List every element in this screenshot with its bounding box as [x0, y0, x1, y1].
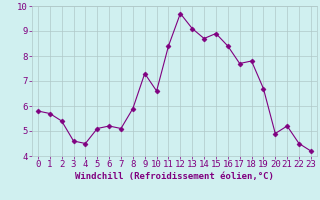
- X-axis label: Windchill (Refroidissement éolien,°C): Windchill (Refroidissement éolien,°C): [75, 172, 274, 181]
